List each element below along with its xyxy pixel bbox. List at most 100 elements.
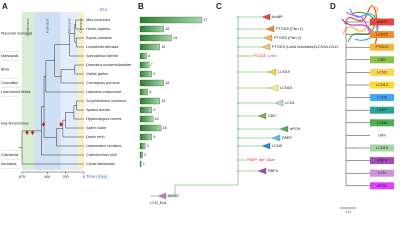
- tree-node: [237, 128, 239, 130]
- tree-node: [237, 71, 239, 73]
- collapsed-clade: [265, 25, 275, 33]
- clade-label: PAEP: [282, 136, 292, 140]
- duplication-event: [41, 121, 46, 127]
- count-bar: [139, 43, 160, 51]
- clade-box: [370, 43, 394, 51]
- group-label: Lobe-finned fishes: [1, 90, 31, 94]
- clade-label: APOD: [168, 194, 179, 198]
- era-title: Era: [100, 7, 108, 12]
- clade-label: LCN12: [376, 83, 388, 87]
- species-label: Callorhinchus milii: [86, 153, 117, 157]
- duplication-event: [59, 121, 63, 127]
- clade-box: [370, 169, 394, 177]
- tree-node: [237, 37, 239, 39]
- tree-node: [237, 46, 239, 48]
- clade-box: [370, 94, 394, 102]
- collapsed-clade: [271, 134, 281, 142]
- count-bar: [139, 133, 153, 141]
- clade-box: [370, 56, 394, 64]
- count-label: 18: [165, 27, 169, 31]
- species-label: Scophthalmus maximus: [86, 99, 126, 103]
- panel-label: A: [2, 2, 8, 11]
- count-bar: [139, 61, 150, 69]
- collapsed-clade: [269, 84, 279, 92]
- collapsed-clade: [263, 34, 273, 42]
- x-tick-label: 400: [44, 175, 50, 179]
- x-tick-label: 0: [83, 175, 85, 179]
- count-bar: [139, 124, 162, 132]
- clade-label: LCN9: [377, 96, 387, 100]
- species-label: Dromaius novaehollandiae: [86, 63, 131, 67]
- group-label: Marsupials: [1, 54, 19, 58]
- tree-node: [237, 145, 239, 147]
- tree-node: [237, 159, 239, 161]
- era-band: [60, 12, 78, 170]
- clade-label: LCN15: [376, 33, 388, 37]
- tree-node: [237, 28, 239, 30]
- clade-box: [370, 119, 394, 127]
- count-bar: [139, 115, 154, 123]
- tree-node: [237, 16, 239, 18]
- era-label: Paleozoic: [46, 18, 50, 33]
- clade-label: PTGDS_Lcho: [253, 54, 276, 58]
- species-label: Ciona intestinalis: [86, 162, 115, 166]
- count-label: 7: [151, 63, 153, 67]
- era-label: Mesozoic: [67, 18, 71, 33]
- count-bar: [139, 34, 172, 42]
- count-label: 6: [149, 90, 151, 94]
- tree-node: [345, 122, 347, 124]
- era-band: [22, 12, 35, 170]
- tree-node: [353, 147, 355, 149]
- clade-label: LCN8: [377, 121, 387, 125]
- count-label: 9: [153, 108, 155, 112]
- count-label: 15: [161, 99, 165, 103]
- clade-label: PTGDS: [375, 45, 389, 49]
- count-label: 5: [148, 54, 150, 58]
- tree-node: [353, 97, 355, 99]
- species-label: Danio rerio: [86, 135, 105, 139]
- tree-node: [345, 21, 347, 23]
- tree-node: [237, 55, 239, 57]
- count-label: 9: [153, 135, 155, 139]
- count-bar: [139, 70, 153, 78]
- clade-label: PTGDS (Fish 1): [276, 27, 304, 31]
- x-tick-label: 675: [19, 175, 25, 179]
- species-label: Equus caballus: [86, 36, 112, 40]
- clade-label: AMBP: [377, 20, 388, 24]
- clade-label: PAEP: [377, 108, 387, 112]
- clade-label: LCN8: [272, 144, 282, 148]
- species-label: Crocodylus porosus: [86, 81, 120, 85]
- clade-box: [370, 31, 394, 39]
- tree-node: [353, 46, 355, 48]
- tree-node: [237, 87, 239, 89]
- collapsed-clade: [257, 112, 267, 120]
- era-label: Cenozoic: [79, 18, 83, 33]
- count-label: 10: [155, 117, 159, 121]
- count-label: 1: [143, 162, 145, 166]
- count-bar: [139, 52, 147, 60]
- tree-node: [237, 115, 239, 117]
- count-label: 47: [204, 18, 208, 22]
- clade-label: LCN2: [377, 70, 387, 74]
- clade-box: [370, 81, 394, 89]
- clade-label: PTGDS (Fish 2): [274, 36, 302, 40]
- tree-node: [237, 137, 239, 139]
- group-label: Birds: [1, 67, 9, 71]
- clade-box: [370, 18, 394, 26]
- tree-node: [345, 172, 347, 174]
- group-label: Crocodiles: [1, 81, 18, 85]
- species-label: Sarcophilus harrisii: [86, 54, 118, 58]
- clade-box: [370, 131, 394, 139]
- collapsed-clade: [274, 99, 284, 107]
- panel-label: C: [216, 2, 222, 11]
- count-bar: [139, 151, 143, 159]
- count-label: 18: [165, 81, 169, 85]
- x-axis-title: Time (mya): [86, 174, 108, 179]
- figure: A B C D Proterozoic Paleozoic Mesozoic Ceno…: [1, 2, 394, 214]
- clade-box: [370, 157, 394, 165]
- count-bar: [139, 16, 203, 24]
- era-band: [34, 12, 61, 170]
- clade-box: [370, 144, 394, 152]
- collapsed-clade: [261, 13, 271, 21]
- count-label: 15: [161, 45, 165, 49]
